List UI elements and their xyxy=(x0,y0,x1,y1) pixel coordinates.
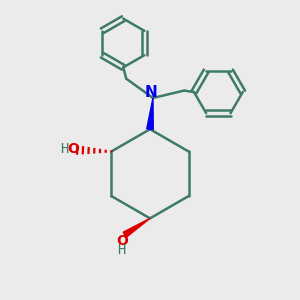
Text: H: H xyxy=(61,142,69,156)
Polygon shape xyxy=(123,218,150,237)
Text: N: N xyxy=(145,85,158,100)
Text: O: O xyxy=(116,234,128,248)
Polygon shape xyxy=(147,98,153,130)
Text: H: H xyxy=(118,243,126,257)
Text: O: O xyxy=(68,142,80,156)
